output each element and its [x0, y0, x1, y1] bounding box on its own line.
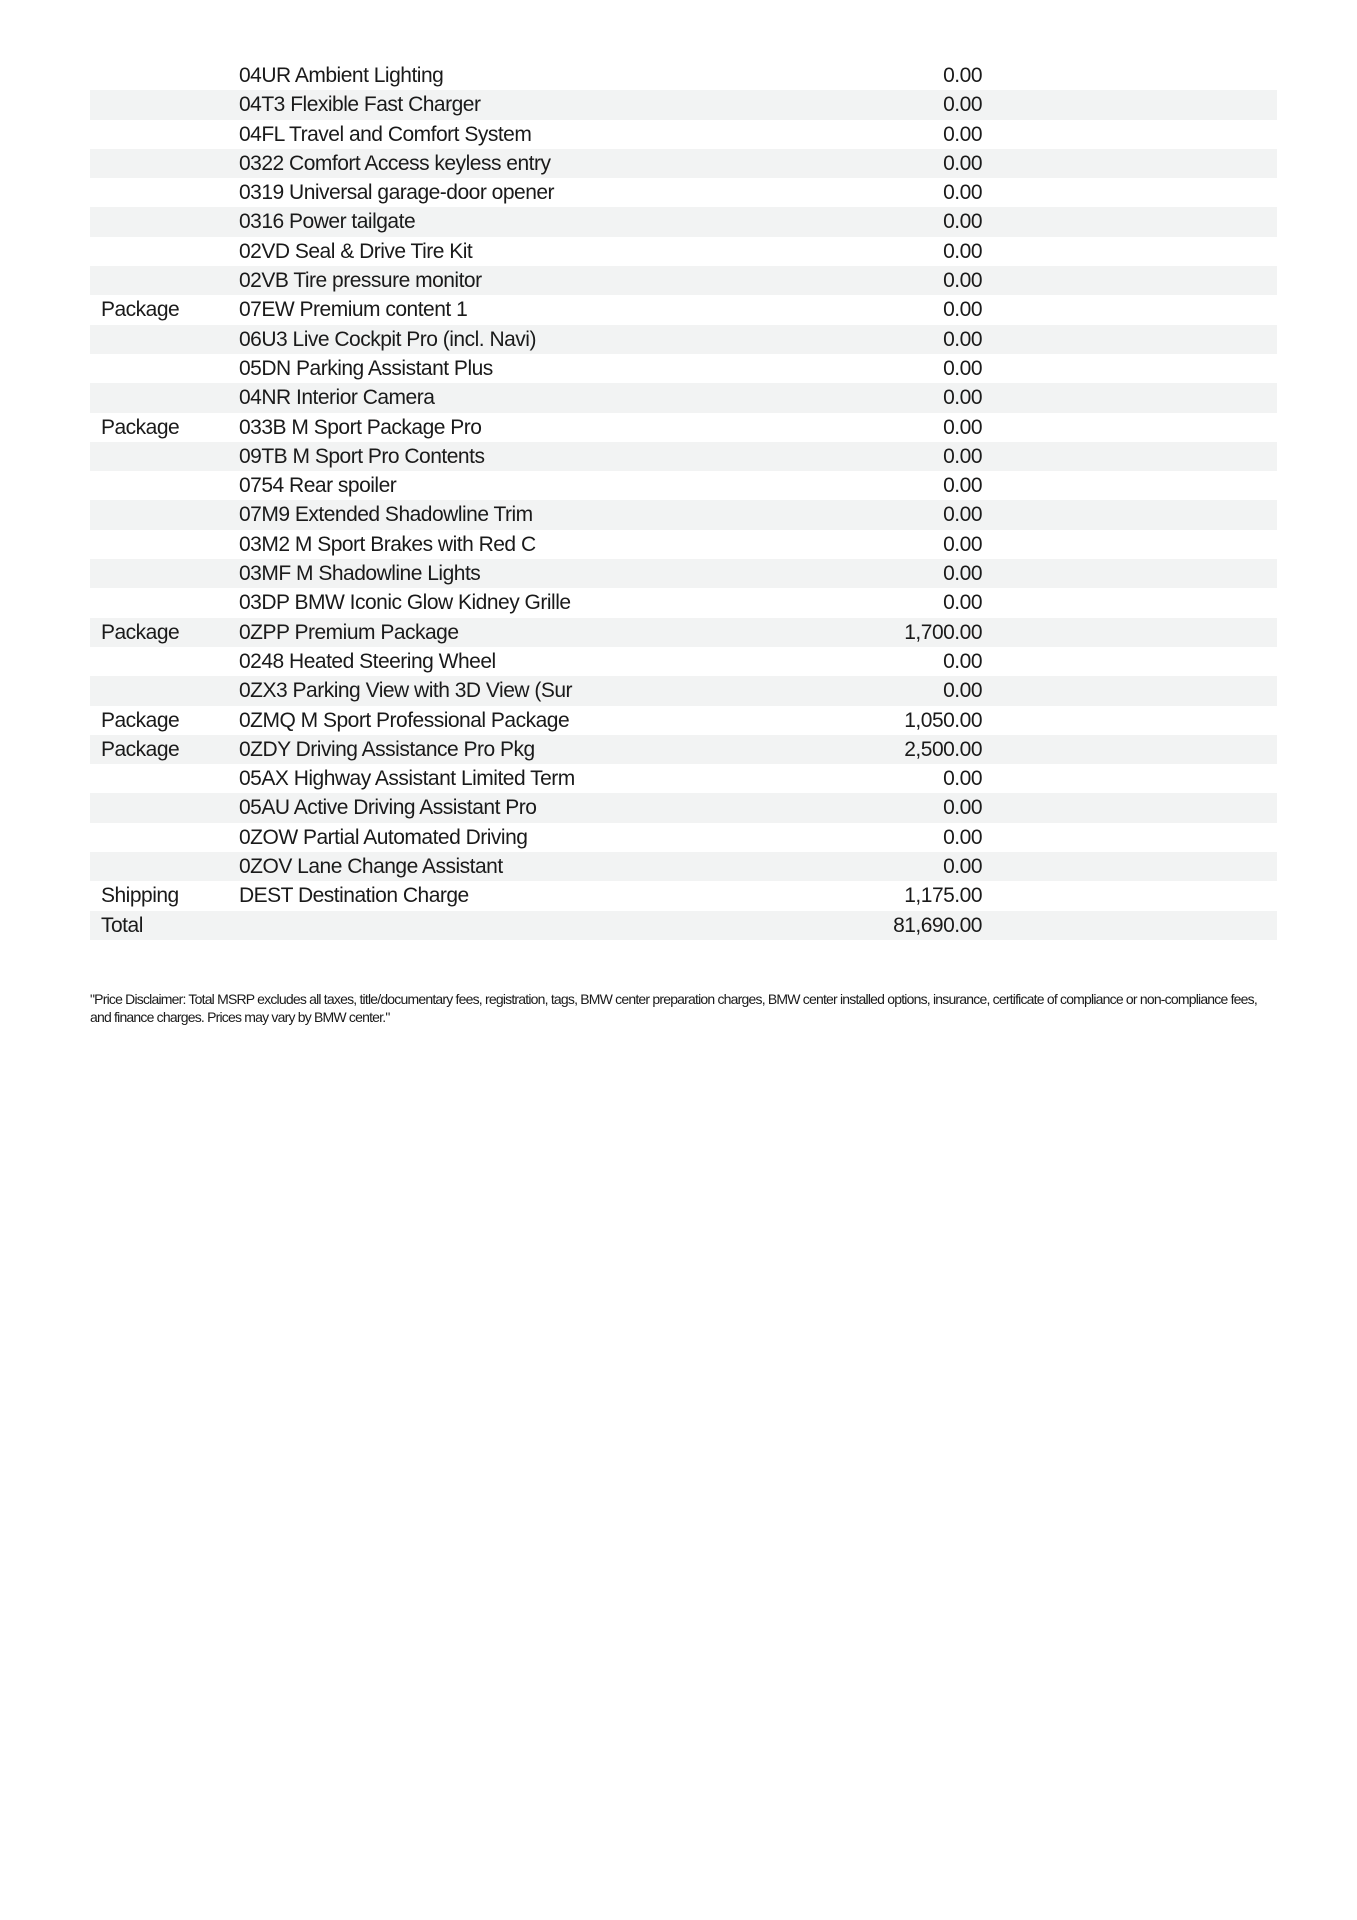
row-amount: 0.00	[943, 649, 982, 673]
row-amount: 0.00	[943, 562, 982, 586]
table-row: 05AU Active Driving Assistant Pro 0.00	[90, 793, 1277, 823]
row-amount: 0.00	[943, 825, 982, 849]
row-description: 05AU Active Driving Assistant Pro	[239, 796, 537, 820]
table-row: Shipping DEST Destination Charge 1,175.00	[90, 881, 1277, 910]
row-description: 033B M Sport Package Pro	[239, 415, 482, 439]
row-description: 06U3 Live Cockpit Pro (incl. Navi)	[239, 327, 536, 351]
row-amount: 81,690.00	[893, 913, 982, 937]
table-row: 0316 Power tailgate 0.00	[90, 207, 1277, 237]
row-amount: 0.00	[943, 679, 982, 703]
row-amount: 0.00	[943, 474, 982, 498]
row-amount: 0.00	[943, 503, 982, 527]
row-description: 0ZPP Premium Package	[239, 620, 459, 644]
row-description: 0ZOV Lane Change Assistant	[239, 855, 503, 879]
row-amount: 1,050.00	[904, 708, 982, 732]
table-row: 0754 Rear spoiler 0.00	[90, 471, 1277, 500]
row-description: 03DP BMW Iconic Glow Kidney Grille	[239, 591, 571, 615]
row-category: Package	[101, 708, 180, 732]
price-disclaimer: "Price Disclaimer: Total MSRP excludes a…	[90, 991, 1258, 1025]
row-description: 09TB M Sport Pro Contents	[239, 444, 485, 468]
table-row: 09TB M Sport Pro Contents 0.00	[90, 441, 1277, 472]
row-amount: 1,700.00	[904, 620, 982, 644]
row-amount: 0.00	[943, 151, 982, 175]
row-amount: 0.00	[943, 444, 982, 468]
row-category: Package	[101, 415, 180, 439]
row-amount: 0.00	[943, 415, 982, 439]
table-row: 0319 Universal garage-door opener 0.00	[90, 178, 1277, 207]
table-row: 04UR Ambient Lighting 0.00	[90, 61, 1277, 90]
price-table: 04UR Ambient Lighting 0.00 04T3 Flexible F…	[90, 61, 1277, 940]
row-description: 0316 Power tailgate	[239, 210, 416, 234]
table-row: 05AX Highway Assistant Limited Term 0.00	[90, 764, 1277, 793]
row-description: 05AX Highway Assistant Limited Term	[239, 767, 575, 791]
row-description: 0248 Heated Steering Wheel	[239, 649, 496, 673]
table-row: 04FL Travel and Comfort System 0.00	[90, 120, 1277, 149]
table-row: 04NR Interior Camera 0.00	[90, 383, 1277, 413]
row-description: 04FL Travel and Comfort System	[239, 122, 532, 146]
row-description: 03M2 M Sport Brakes with Red C	[239, 532, 536, 556]
table-row: 0322 Comfort Access keyless entry 0.00	[90, 148, 1277, 179]
row-description: 07EW Premium content 1	[239, 298, 468, 322]
row-amount: 0.00	[943, 298, 982, 322]
row-description: 0754 Rear spoiler	[239, 474, 397, 498]
row-description: 0ZX3 Parking View with 3D View (Sur	[239, 679, 573, 703]
row-amount: 0.00	[943, 386, 982, 410]
row-amount: 2,500.00	[904, 737, 982, 761]
row-description: 04T3 Flexible Fast Charger	[239, 93, 481, 117]
row-amount: 0.00	[943, 532, 982, 556]
row-amount: 0.00	[943, 64, 982, 87]
row-amount: 0.00	[943, 122, 982, 146]
row-description: 03MF M Shadowline Lights	[239, 562, 481, 586]
row-category: Package	[101, 737, 180, 761]
table-row: 03M2 M Sport Brakes with Red C 0.00	[90, 530, 1277, 559]
table-row: 04T3 Flexible Fast Charger 0.00	[90, 90, 1277, 120]
table-row: Package 033B M Sport Package Pro 0.00	[90, 413, 1277, 442]
row-description: DEST Destination Charge	[239, 884, 469, 908]
row-amount: 0.00	[943, 210, 982, 234]
row-description: 07M9 Extended Shadowline Trim	[239, 503, 533, 527]
table-row: 0ZOV Lane Change Assistant 0.00	[90, 852, 1277, 882]
row-description: 04UR Ambient Lighting	[239, 64, 444, 87]
row-amount: 0.00	[943, 239, 982, 263]
row-description: 04NR Interior Camera	[239, 386, 435, 410]
table-row: 0ZX3 Parking View with 3D View (Sur 0.00	[90, 676, 1277, 706]
row-amount: 0.00	[943, 767, 982, 791]
table-row: Package 0ZMQ M Sport Professional Package…	[90, 706, 1277, 735]
row-amount: 0.00	[943, 269, 982, 293]
table-row: 07M9 Extended Shadowline Trim 0.00	[90, 500, 1277, 530]
row-category: Total	[101, 913, 143, 937]
table-row: 03DP BMW Iconic Glow Kidney Grille 0.00	[90, 588, 1277, 617]
row-description: 02VB Tire pressure monitor	[239, 269, 482, 293]
row-amount: 0.00	[943, 855, 982, 879]
row-description: 0ZDY Driving Assistance Pro Pkg	[239, 737, 535, 761]
table-row: 0248 Heated Steering Wheel 0.00	[90, 647, 1277, 676]
table-row: 05DN Parking Assistant Plus 0.00	[90, 354, 1277, 383]
row-amount: 0.00	[943, 356, 982, 380]
table-row: 03MF M Shadowline Lights 0.00	[90, 559, 1277, 589]
table-row: 02VB Tire pressure monitor 0.00	[90, 266, 1277, 296]
table-row: Package 0ZPP Premium Package 1,700.00	[90, 617, 1277, 647]
row-description: 0ZOW Partial Automated Driving	[239, 825, 528, 849]
table-row: 06U3 Live Cockpit Pro (incl. Navi) 0.00	[90, 324, 1277, 354]
total-row: Total 81,690.00	[90, 910, 1277, 940]
row-amount: 0.00	[943, 796, 982, 820]
table-row: Package 0ZDY Driving Assistance Pro Pkg 2,…	[90, 734, 1277, 765]
row-description: 0ZMQ M Sport Professional Package	[239, 708, 570, 732]
row-description: 0319 Universal garage-door opener	[239, 181, 555, 205]
row-amount: 0.00	[943, 181, 982, 205]
row-description: 02VD Seal & Drive Tire Kit	[239, 239, 473, 263]
row-description: 05DN Parking Assistant Plus	[239, 356, 493, 380]
table-row: Package 07EW Premium content 1 0.00	[90, 295, 1277, 324]
row-amount: 0.00	[943, 591, 982, 615]
row-category: Shipping	[101, 884, 179, 908]
row-category: Package	[101, 620, 180, 644]
table-row: 02VD Seal & Drive Tire Kit 0.00	[90, 237, 1277, 266]
row-amount: 0.00	[943, 93, 982, 117]
row-amount: 1,175.00	[904, 884, 982, 908]
row-category: Package	[101, 298, 180, 322]
row-description: 0322 Comfort Access keyless entry	[239, 151, 551, 175]
table-row: 0ZOW Partial Automated Driving 0.00	[90, 823, 1277, 852]
row-amount: 0.00	[943, 327, 982, 351]
